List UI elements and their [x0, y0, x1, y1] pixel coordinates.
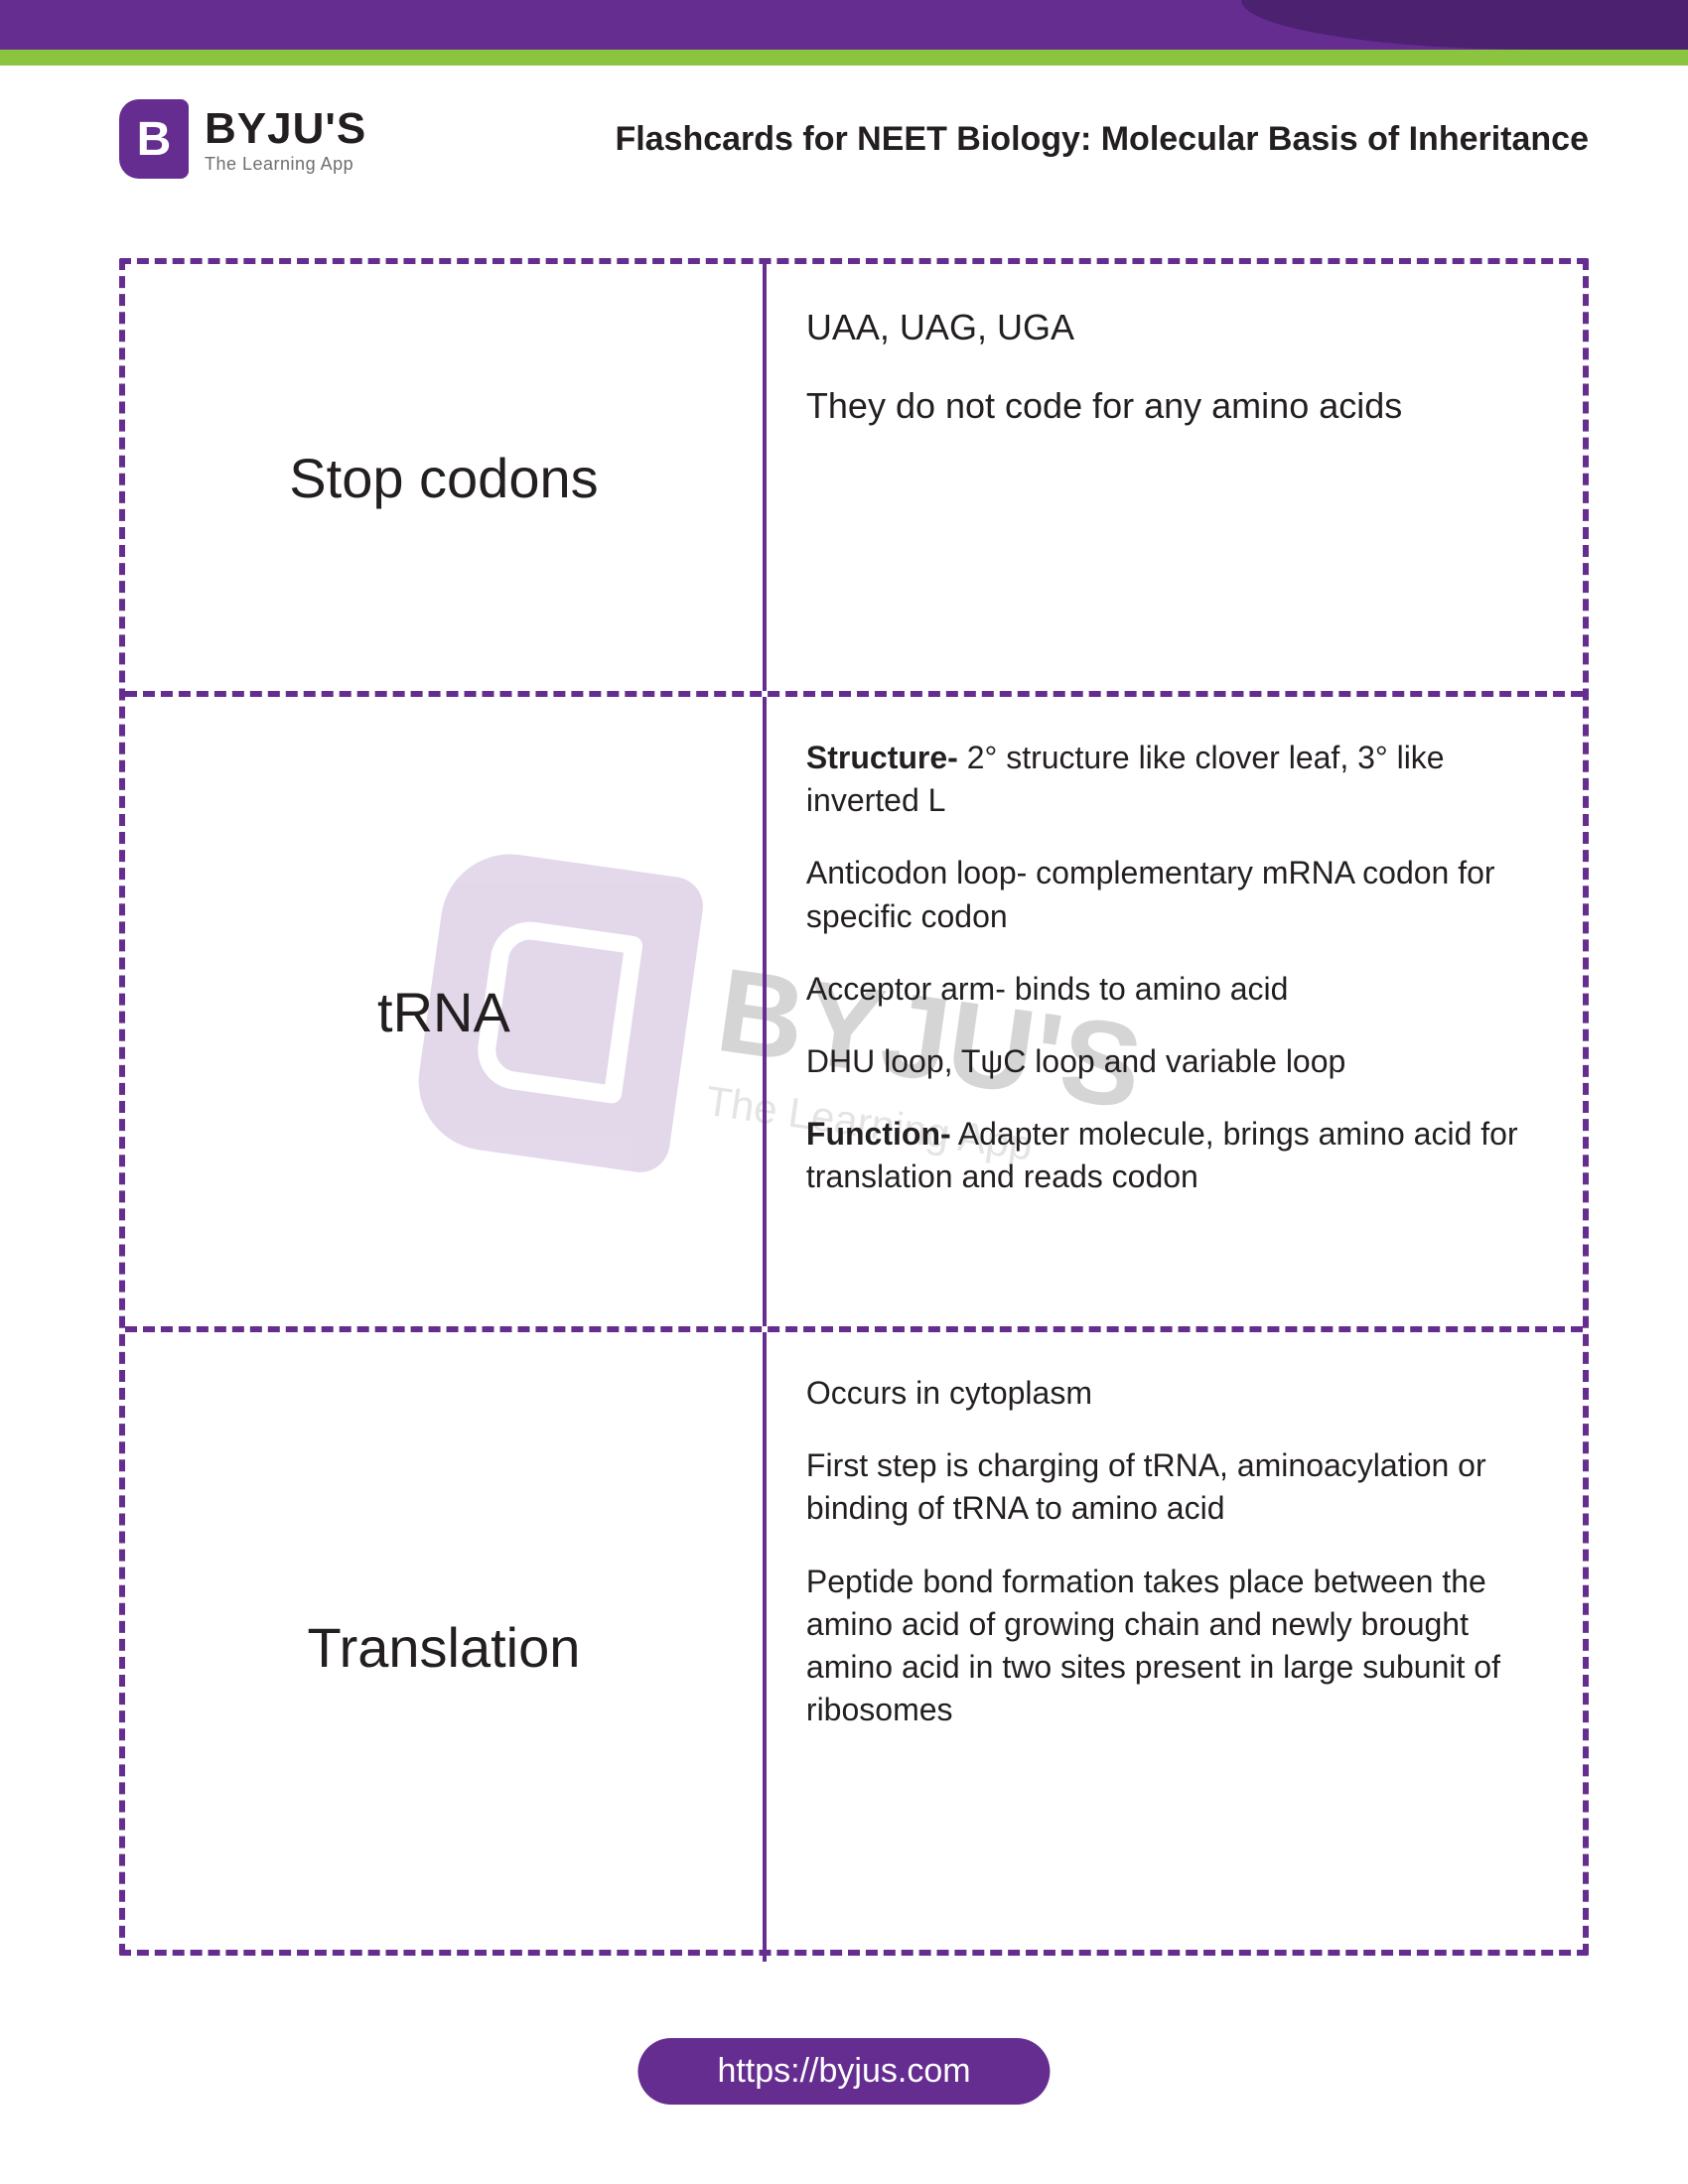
definition-line: DHU loop, TψC loop and variable loop: [806, 1040, 1543, 1083]
flashcard-term: Stop codons: [125, 264, 767, 691]
definition-line: UAA, UAG, UGA: [806, 304, 1543, 352]
flashcard-definition: Occurs in cytoplasm First step is chargin…: [767, 1332, 1583, 1962]
flashcard-table: Stop codons UAA, UAG, UGA They do not code…: [119, 258, 1589, 1956]
flashcard-term: Translation: [125, 1332, 767, 1962]
flashcard-term: tRNA: [125, 697, 767, 1326]
definition-line: Function- Adapter molecule, brings amino…: [806, 1113, 1543, 1198]
flashcard-definition: Structure- 2° structure like clover leaf…: [767, 697, 1583, 1326]
flashcard-row: Stop codons UAA, UAG, UGA They do not code…: [125, 264, 1583, 691]
flashcard-definition: UAA, UAG, UGA They do not code for any am…: [767, 264, 1583, 691]
page-title: Flashcards for NEET Biology: Molecular B…: [406, 120, 1589, 159]
brand-logo: B BYJU'S The Learning App: [119, 99, 366, 179]
flashcard-row: tRNA Structure- 2° structure like clover …: [125, 691, 1583, 1326]
definition-line: Structure- 2° structure like clover leaf…: [806, 737, 1543, 822]
definition-line: Peptide bond formation takes place betwe…: [806, 1561, 1543, 1732]
definition-line: They do not code for any amino acids: [806, 382, 1543, 431]
brand-name: BYJU'S: [205, 104, 366, 154]
definition-line: Anticodon loop- complementary mRNA codon…: [806, 852, 1543, 937]
page-header: B BYJU'S The Learning App Flashcards for…: [119, 99, 1589, 179]
footer-url[interactable]: https://byjus.com: [637, 2038, 1050, 2105]
definition-line: Occurs in cytoplasm: [806, 1372, 1543, 1415]
top-bar: [0, 0, 1688, 50]
accent-bar: [0, 50, 1688, 66]
brand-tagline: The Learning App: [205, 154, 366, 175]
definition-line: First step is charging of tRNA, aminoacy…: [806, 1444, 1543, 1530]
flashcard-row: Translation Occurs in cytoplasm First step…: [125, 1326, 1583, 1962]
definition-line: Acceptor arm- binds to amino acid: [806, 968, 1543, 1011]
logo-badge: B: [119, 99, 189, 179]
